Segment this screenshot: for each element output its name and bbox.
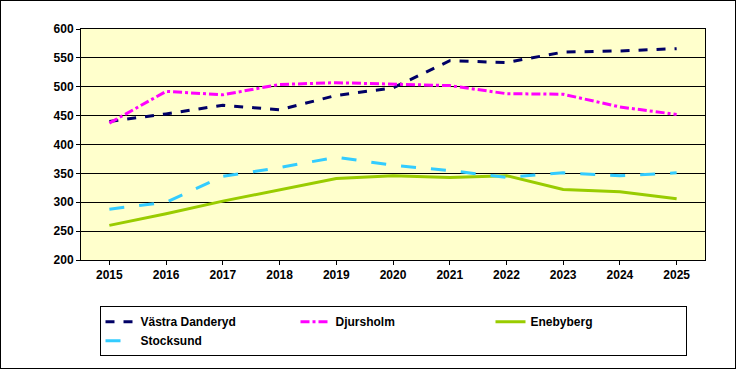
svg-text:2015: 2015 [96, 268, 123, 282]
svg-text:2016: 2016 [153, 268, 180, 282]
svg-text:300: 300 [54, 195, 74, 209]
svg-text:2024: 2024 [607, 268, 634, 282]
svg-text:2017: 2017 [209, 268, 236, 282]
svg-text:250: 250 [54, 224, 74, 238]
svg-text:350: 350 [54, 167, 74, 181]
svg-text:2022: 2022 [493, 268, 520, 282]
svg-text:2019: 2019 [323, 268, 350, 282]
svg-text:Djursholm: Djursholm [336, 315, 395, 329]
svg-text:500: 500 [54, 80, 74, 94]
svg-text:550: 550 [54, 51, 74, 65]
svg-text:2018: 2018 [266, 268, 293, 282]
svg-text:2023: 2023 [550, 268, 577, 282]
svg-text:2020: 2020 [380, 268, 407, 282]
svg-text:400: 400 [54, 138, 74, 152]
svg-text:Västra Danderyd: Västra Danderyd [141, 315, 236, 329]
svg-text:2025: 2025 [663, 268, 690, 282]
svg-text:Enebyberg: Enebyberg [531, 315, 593, 329]
svg-text:600: 600 [54, 22, 74, 36]
svg-text:450: 450 [54, 109, 74, 123]
svg-text:200: 200 [54, 253, 74, 267]
svg-text:2021: 2021 [436, 268, 463, 282]
svg-text:Stocksund: Stocksund [141, 334, 202, 348]
